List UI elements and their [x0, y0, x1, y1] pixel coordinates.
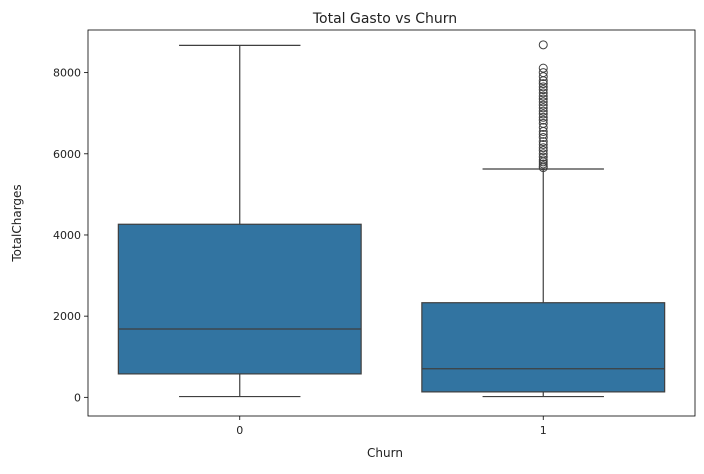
y-tick-label: 6000 — [53, 148, 81, 161]
y-tick-label: 8000 — [53, 67, 81, 80]
outlier-point — [538, 94, 548, 104]
outlier-point — [538, 82, 548, 92]
outlier-point — [538, 146, 548, 156]
y-tick-label: 4000 — [53, 229, 81, 242]
outlier-point — [538, 112, 548, 122]
outlier-point — [538, 63, 548, 73]
outlier-point — [538, 109, 548, 119]
outlier-point — [538, 139, 548, 149]
outlier-point — [538, 40, 548, 50]
outlier-point — [538, 103, 548, 113]
outlier-point — [538, 79, 548, 89]
x-tick-label: 1 — [540, 424, 547, 437]
outlier-point — [538, 122, 548, 132]
outlier-point — [538, 85, 548, 95]
outlier-point — [538, 68, 548, 78]
outlier-point — [538, 91, 548, 101]
y-axis-label: TotalCharges — [10, 184, 24, 262]
outlier-point — [538, 152, 548, 162]
y-tick-label: 0 — [74, 391, 81, 404]
outlier-point — [538, 72, 548, 82]
outlier-point — [538, 149, 548, 159]
x-tick-label: 0 — [236, 424, 243, 437]
box-iqr — [421, 302, 666, 393]
outlier-point — [538, 137, 548, 147]
outlier-point — [538, 143, 548, 153]
plot-area: 0 2000 4000 6000 8000 0 1 — [53, 40, 666, 437]
outlier-point — [538, 100, 548, 110]
chart-title: Total Gasto vs Churn — [312, 11, 457, 27]
x-axis-label: Churn — [367, 446, 403, 460]
outlier-point — [538, 88, 548, 98]
plot-frame — [87, 29, 696, 417]
outlier-point — [538, 129, 548, 139]
y-tick-label: 2000 — [53, 310, 81, 323]
outlier-point — [538, 133, 548, 143]
box-iqr — [117, 223, 362, 375]
outlier-point — [538, 97, 548, 107]
outlier-point — [538, 118, 548, 128]
outlier-point — [538, 106, 548, 116]
outlier-point — [538, 115, 548, 125]
outlier-point — [538, 155, 548, 165]
